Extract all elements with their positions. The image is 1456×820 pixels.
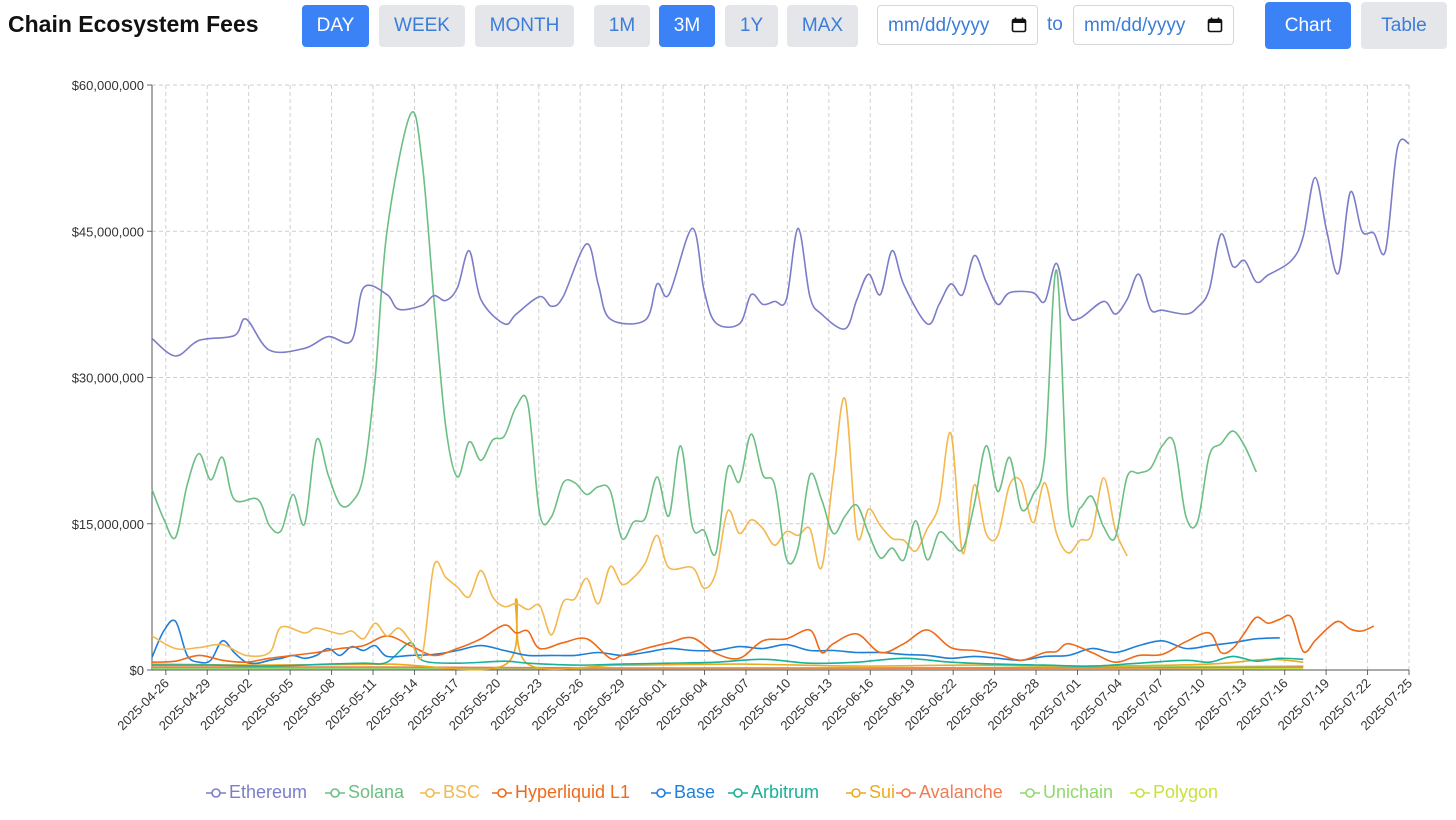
- legend-marker-icon: [492, 788, 512, 799]
- series-line-sui: [151, 597, 1304, 671]
- legend-label: Arbitrum: [751, 782, 820, 802]
- page-title: Chain Ecosystem Fees: [8, 11, 259, 37]
- calendar-icon[interactable]: [1011, 17, 1027, 33]
- date-to-placeholder: mm/dd/yyyy: [1084, 15, 1186, 36]
- legend-label: Solana: [348, 782, 405, 802]
- week-button[interactable]: WEEK: [379, 5, 465, 47]
- legend-marker-icon: [325, 788, 345, 799]
- legend-marker-icon: [728, 788, 748, 799]
- legend-item-ethereum[interactable]: Ethereum: [206, 782, 307, 803]
- legend-item-solana[interactable]: Solana: [325, 782, 404, 803]
- legend-item-unichain[interactable]: Unichain: [1020, 782, 1113, 803]
- range-3m-button[interactable]: 3M: [659, 5, 715, 47]
- calendar-icon[interactable]: [1207, 17, 1223, 33]
- table-view-button[interactable]: Table: [1361, 2, 1447, 49]
- series-line-avalanche: [151, 666, 1304, 669]
- legend-marker-icon: [651, 788, 671, 799]
- chart-view-button[interactable]: Chart: [1265, 2, 1351, 49]
- series-line-arbitrum: [151, 641, 1304, 667]
- series-line-base: [151, 619, 1280, 665]
- range-max-button[interactable]: MAX: [787, 5, 858, 47]
- legend-label: Polygon: [1153, 782, 1219, 802]
- series-line-bsc: [151, 397, 1128, 660]
- date-from-input[interactable]: mm/dd/yyyy: [877, 5, 1038, 45]
- range-1m-button[interactable]: 1M: [594, 5, 650, 47]
- legend-label: Sui: [869, 782, 896, 802]
- date-from-placeholder: mm/dd/yyyy: [888, 15, 990, 36]
- toolbar: Chain Ecosystem Fees DAY WEEK MONTH 1M 3…: [0, 0, 1456, 52]
- series-line-hyperliquid-l1: [151, 614, 1375, 664]
- legend-label: BSC: [443, 782, 481, 802]
- legend-item-arbitrum[interactable]: Arbitrum: [728, 782, 819, 803]
- legend-item-hyperliquid-l1[interactable]: Hyperliquid L1: [492, 782, 630, 803]
- legend-label: Ethereum: [229, 782, 308, 802]
- chart-legend: Ethereum Solana BSC Hyperliquid L1 Base Arbit…: [0, 782, 1456, 808]
- day-button[interactable]: DAY: [302, 5, 369, 47]
- legend-item-polygon[interactable]: Polygon: [1130, 782, 1218, 803]
- legend-marker-icon: [1130, 788, 1150, 799]
- legend-item-base[interactable]: Base: [651, 782, 715, 803]
- legend-label: Avalanche: [919, 782, 1003, 802]
- legend-item-sui[interactable]: Sui: [846, 782, 895, 803]
- y-tick-label: $0: [130, 663, 144, 678]
- y-tick-label: $45,000,000: [72, 224, 144, 239]
- range-1y-button[interactable]: 1Y: [725, 5, 778, 47]
- y-tick-label: $15,000,000: [72, 517, 144, 532]
- legend-marker-icon: [420, 788, 440, 799]
- legend-label: Unichain: [1043, 782, 1114, 802]
- date-to-input[interactable]: mm/dd/yyyy: [1073, 5, 1234, 45]
- legend-label: Base: [674, 782, 716, 802]
- legend-marker-icon: [206, 788, 226, 799]
- y-tick-label: $30,000,000: [72, 371, 144, 386]
- legend-item-bsc[interactable]: BSC: [420, 782, 480, 803]
- series-line-ethereum: [151, 138, 1410, 357]
- month-button[interactable]: MONTH: [475, 5, 574, 47]
- legend-marker-icon: [846, 788, 866, 799]
- legend-marker-icon: [896, 788, 916, 799]
- fees-line-chart: $0 $15,000,000 $30,000,000 $45,000,000 $60,0…: [72, 78, 1415, 733]
- legend-marker-icon: [1020, 788, 1040, 799]
- legend-label: Hyperliquid L1: [515, 782, 631, 802]
- series-line-solana: [151, 111, 1258, 565]
- to-label: to: [1047, 14, 1063, 35]
- y-tick-label: $60,000,000: [72, 78, 144, 93]
- legend-item-avalanche[interactable]: Avalanche: [896, 782, 1003, 803]
